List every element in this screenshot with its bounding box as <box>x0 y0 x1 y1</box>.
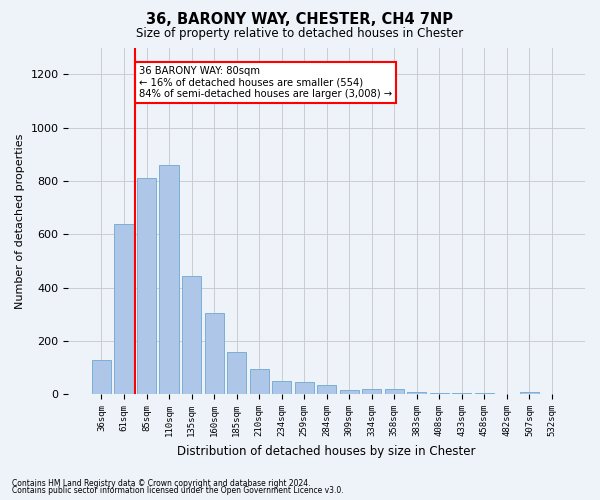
Bar <box>340 390 359 394</box>
Bar <box>182 276 201 394</box>
Bar <box>92 360 111 394</box>
Bar <box>272 381 291 394</box>
X-axis label: Distribution of detached houses by size in Chester: Distribution of detached houses by size … <box>178 444 476 458</box>
Bar <box>227 352 246 394</box>
Bar <box>250 369 269 394</box>
Bar <box>137 178 156 394</box>
Text: 36 BARONY WAY: 80sqm
← 16% of detached houses are smaller (554)
84% of semi-deta: 36 BARONY WAY: 80sqm ← 16% of detached h… <box>139 66 392 100</box>
Bar <box>160 165 179 394</box>
Bar <box>520 392 539 394</box>
Bar <box>317 385 336 394</box>
Text: Contains public sector information licensed under the Open Government Licence v3: Contains public sector information licen… <box>12 486 344 495</box>
Text: Contains HM Land Registry data © Crown copyright and database right 2024.: Contains HM Land Registry data © Crown c… <box>12 478 311 488</box>
Bar <box>115 224 134 394</box>
Bar <box>385 390 404 394</box>
Y-axis label: Number of detached properties: Number of detached properties <box>15 133 25 308</box>
Bar <box>407 392 427 394</box>
Bar <box>452 393 472 394</box>
Bar <box>430 393 449 394</box>
Text: Size of property relative to detached houses in Chester: Size of property relative to detached ho… <box>136 28 464 40</box>
Text: 36, BARONY WAY, CHESTER, CH4 7NP: 36, BARONY WAY, CHESTER, CH4 7NP <box>146 12 454 28</box>
Bar <box>362 389 382 394</box>
Bar <box>205 313 224 394</box>
Bar <box>295 382 314 394</box>
